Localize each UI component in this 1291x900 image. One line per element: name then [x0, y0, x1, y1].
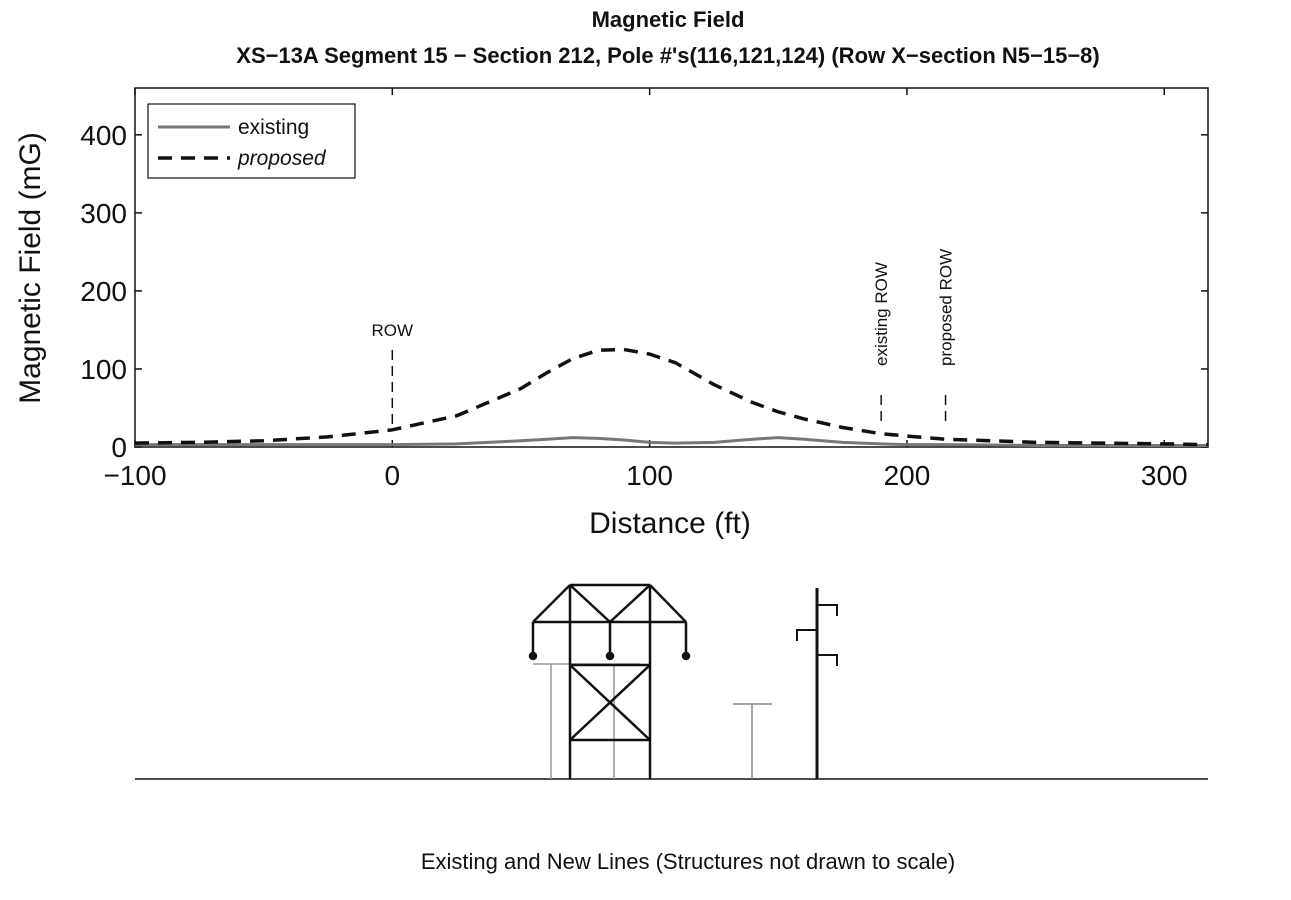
annotation: ROW [372, 321, 414, 340]
x-tick-label: 0 [385, 460, 401, 491]
x-axis-label: Distance (ft) [589, 507, 751, 540]
wood-pole [796, 588, 838, 779]
annotation: proposed ROW [937, 249, 956, 366]
y-tick-label: 300 [80, 198, 127, 229]
y-tick-label: 100 [80, 354, 127, 385]
y-axis-label: Magnetic Field (mG) [14, 132, 47, 404]
x-tick-label: 300 [1141, 460, 1188, 491]
structures-diagram [135, 583, 1208, 780]
chart-subtitle: XS−13A Segment 15 − Section 212, Pole #'… [236, 43, 1099, 68]
y-tick-label: 0 [111, 432, 127, 463]
distribution-pole [733, 703, 772, 779]
x-tick-label: 100 [626, 460, 673, 491]
annotation: existing ROW [872, 262, 891, 366]
legend-box [147, 103, 356, 179]
x-tick-label: 200 [884, 460, 931, 491]
line-existing [135, 436, 1208, 447]
y-tick-label: 200 [80, 276, 127, 307]
x-tick-label: −100 [103, 460, 166, 491]
chart-title: Magnetic Field [592, 7, 745, 32]
proposed-tower [528, 583, 691, 779]
plot-frame [134, 87, 1209, 448]
line-proposed [134, 347, 1209, 447]
y-tick-label: 400 [80, 120, 127, 151]
legend-label: proposed [237, 147, 327, 170]
legend: existing proposed [147, 103, 356, 179]
legend-label: existing [238, 116, 309, 139]
caption: Existing and New Lines (Structures not d… [421, 849, 955, 874]
